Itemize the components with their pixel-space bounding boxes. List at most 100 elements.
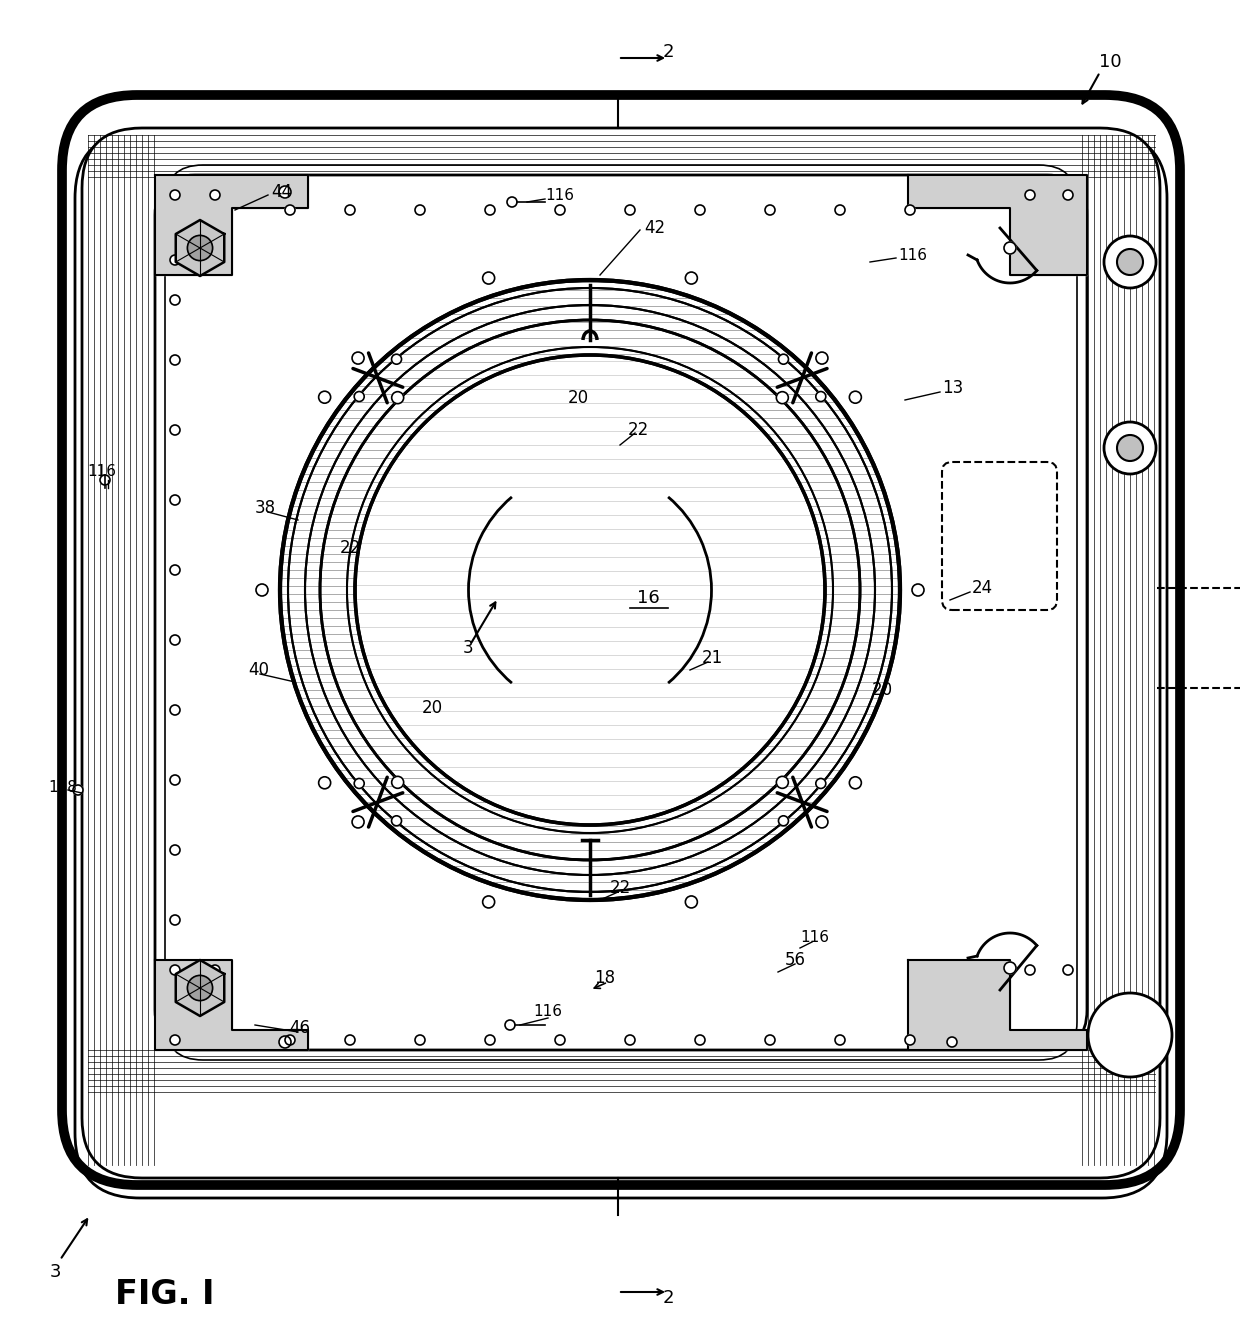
Text: 116: 116 [533,1004,563,1019]
Circle shape [1117,435,1143,461]
Text: 22: 22 [340,540,361,557]
Text: 116: 116 [88,465,117,479]
Circle shape [816,352,828,364]
Circle shape [170,565,180,574]
Circle shape [170,295,180,305]
Circle shape [835,205,844,216]
Circle shape [355,355,825,825]
Text: 40: 40 [248,661,269,679]
Circle shape [1025,190,1035,200]
Circle shape [485,1035,495,1044]
Text: 20: 20 [872,682,893,699]
Circle shape [170,254,180,265]
Circle shape [352,815,365,828]
Circle shape [779,815,789,826]
Text: 22: 22 [627,420,649,439]
Circle shape [765,205,775,216]
Text: 21: 21 [702,649,723,667]
Circle shape [415,1035,425,1044]
Circle shape [100,475,110,485]
Circle shape [1004,961,1016,973]
Text: 10: 10 [1099,54,1121,71]
Circle shape [625,1035,635,1044]
Circle shape [210,965,219,975]
Circle shape [285,205,295,216]
Circle shape [187,975,212,1000]
Circle shape [482,272,495,284]
Circle shape [352,352,365,364]
Text: 3: 3 [463,639,474,657]
Circle shape [694,1035,706,1044]
Circle shape [849,777,862,789]
Circle shape [319,777,331,789]
Circle shape [355,391,365,402]
Circle shape [1025,965,1035,975]
Circle shape [355,778,365,789]
Circle shape [686,896,697,908]
Circle shape [816,778,826,789]
Circle shape [1087,994,1172,1077]
Polygon shape [176,220,224,276]
Circle shape [1063,190,1073,200]
Circle shape [170,190,180,200]
Circle shape [556,1035,565,1044]
Circle shape [279,1036,291,1048]
Polygon shape [176,960,224,1016]
Circle shape [776,392,789,403]
Circle shape [345,205,355,216]
Circle shape [280,280,900,900]
Circle shape [686,272,697,284]
Text: 118: 118 [48,781,77,795]
Circle shape [849,391,862,403]
Circle shape [485,205,495,216]
Text: 13: 13 [942,379,963,396]
Circle shape [392,815,402,826]
Circle shape [170,965,180,975]
Circle shape [170,355,180,366]
Circle shape [255,584,268,596]
Circle shape [319,391,331,403]
Circle shape [392,392,404,403]
Circle shape [170,706,180,715]
Circle shape [905,1035,915,1044]
Text: 116: 116 [546,189,574,204]
Circle shape [345,1035,355,1044]
Circle shape [694,205,706,216]
Circle shape [1104,422,1156,474]
Circle shape [911,584,924,596]
Circle shape [73,785,83,795]
Circle shape [505,1020,515,1030]
Circle shape [1004,242,1016,254]
Circle shape [170,424,180,435]
Polygon shape [908,960,1087,1050]
Circle shape [625,205,635,216]
Circle shape [482,896,495,908]
Polygon shape [155,175,308,274]
FancyBboxPatch shape [82,129,1159,1178]
Circle shape [392,777,404,789]
Text: 16: 16 [636,589,660,607]
Circle shape [170,775,180,785]
Circle shape [187,236,212,261]
Circle shape [170,845,180,856]
Text: 22: 22 [609,878,631,897]
Text: 20: 20 [422,699,443,716]
Circle shape [170,495,180,505]
Circle shape [507,197,517,208]
FancyBboxPatch shape [62,95,1180,1185]
Text: 18: 18 [594,969,615,987]
Text: 24: 24 [972,578,993,597]
Circle shape [556,205,565,216]
Text: 2: 2 [662,43,673,62]
Text: 116: 116 [801,931,830,945]
Text: 3: 3 [50,1263,61,1281]
Text: FIG. I: FIG. I [115,1279,215,1311]
Text: 116: 116 [898,248,928,262]
Circle shape [355,355,825,825]
Circle shape [170,635,180,645]
Text: 44: 44 [272,183,293,201]
Circle shape [1104,236,1156,288]
Circle shape [1063,965,1073,975]
FancyBboxPatch shape [155,175,1087,1050]
Circle shape [947,1036,957,1047]
